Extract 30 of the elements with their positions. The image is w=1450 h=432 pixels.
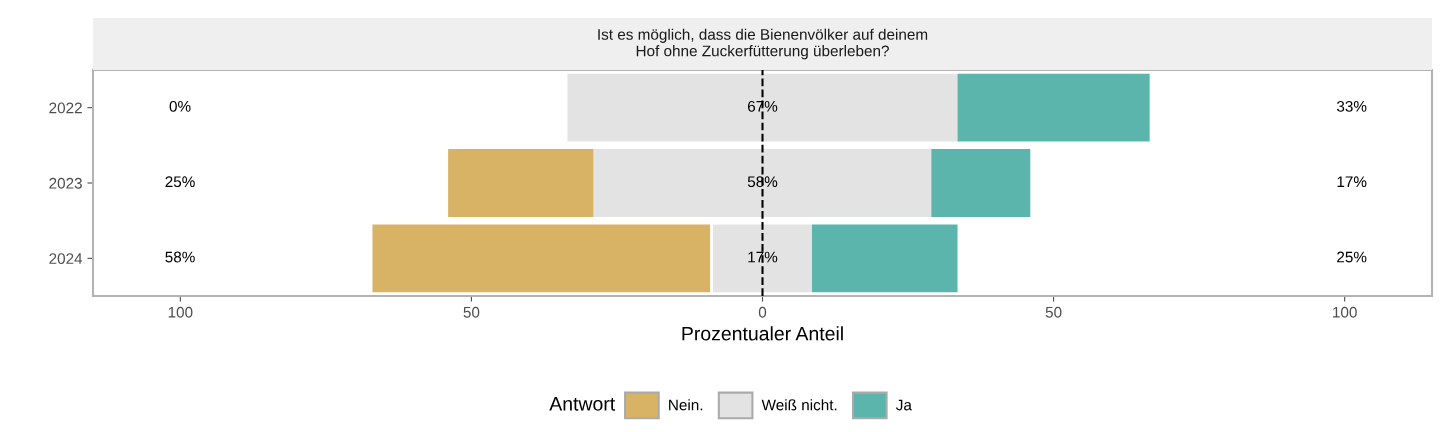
y-tick-label: 2022 — [49, 102, 82, 114]
data-label: 17% — [1337, 176, 1367, 188]
data-label: 0% — [169, 100, 191, 112]
x-tick-label: 0 — [758, 306, 767, 318]
chart-title: Ist es möglich, dass die Bienenvölker auf deinem Hof ohne Zuckerfütterung überleben? — [598, 28, 928, 60]
data-label: 25% — [165, 176, 195, 188]
x-tick-label: 100 — [168, 306, 193, 318]
legend-label: Nein. — [669, 399, 703, 411]
bar — [811, 224, 958, 293]
legend-label: Weiß nicht. — [761, 399, 837, 411]
y-tick-label: 2024 — [49, 253, 83, 265]
bar — [448, 149, 594, 217]
bar — [372, 224, 711, 293]
data-label: 33% — [1336, 100, 1367, 112]
legend-title: Antwort — [549, 397, 616, 411]
x-axis-title: Prozentualer Anteil — [682, 326, 843, 341]
bar — [957, 73, 1150, 142]
legend-label: Ja — [896, 399, 912, 411]
data-label: 17% — [748, 251, 778, 263]
y-tick-label: 2023 — [49, 177, 82, 189]
bar — [713, 224, 812, 293]
x-tick-label: 100 — [1333, 306, 1357, 318]
bar — [931, 149, 1031, 217]
bar — [593, 149, 932, 217]
data-label: 67% — [747, 100, 778, 112]
x-tick-label: 50 — [1045, 306, 1062, 318]
x-tick-label: 50 — [463, 306, 480, 318]
data-label: 58% — [165, 251, 195, 263]
bar — [567, 73, 958, 142]
data-label: 25% — [1337, 251, 1367, 263]
